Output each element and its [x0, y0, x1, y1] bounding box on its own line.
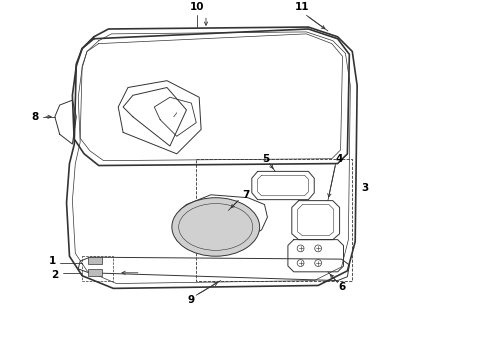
Text: 3: 3: [361, 183, 368, 193]
Text: 4: 4: [336, 154, 343, 164]
Text: 7: 7: [242, 190, 250, 200]
Text: 1: 1: [49, 256, 56, 266]
Text: 2: 2: [51, 270, 58, 280]
Text: 8: 8: [32, 112, 39, 122]
Text: 5: 5: [262, 154, 269, 164]
Ellipse shape: [172, 198, 260, 256]
Bar: [88, 269, 101, 276]
Text: 6: 6: [338, 283, 345, 292]
Bar: [88, 257, 101, 264]
Text: 10: 10: [190, 3, 204, 12]
Text: 11: 11: [295, 3, 310, 12]
Text: 9: 9: [188, 295, 195, 305]
